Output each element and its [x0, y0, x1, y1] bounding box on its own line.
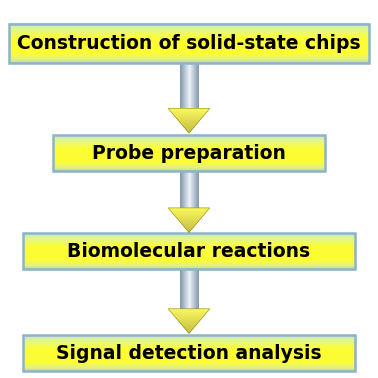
- Polygon shape: [171, 211, 207, 212]
- Polygon shape: [172, 313, 206, 314]
- Polygon shape: [168, 108, 210, 109]
- Polygon shape: [172, 113, 206, 114]
- Polygon shape: [184, 227, 194, 228]
- Polygon shape: [180, 123, 198, 124]
- Polygon shape: [177, 218, 201, 219]
- Polygon shape: [188, 332, 190, 333]
- Polygon shape: [180, 322, 198, 323]
- Polygon shape: [174, 115, 204, 116]
- Polygon shape: [181, 124, 197, 125]
- Polygon shape: [186, 330, 192, 331]
- Polygon shape: [180, 222, 198, 223]
- Polygon shape: [169, 209, 209, 210]
- Polygon shape: [187, 230, 191, 231]
- Polygon shape: [179, 220, 199, 221]
- Polygon shape: [176, 117, 202, 118]
- Polygon shape: [180, 221, 198, 222]
- Polygon shape: [178, 219, 200, 220]
- Polygon shape: [176, 118, 202, 119]
- Polygon shape: [181, 324, 197, 325]
- Polygon shape: [173, 314, 205, 315]
- Polygon shape: [185, 329, 193, 330]
- Polygon shape: [185, 128, 193, 129]
- Polygon shape: [177, 319, 201, 320]
- Polygon shape: [173, 114, 205, 115]
- Polygon shape: [175, 116, 203, 117]
- Polygon shape: [179, 321, 199, 322]
- Polygon shape: [186, 229, 192, 230]
- Polygon shape: [180, 323, 198, 324]
- Polygon shape: [183, 125, 195, 126]
- Polygon shape: [170, 210, 208, 211]
- Polygon shape: [168, 208, 210, 209]
- Polygon shape: [169, 310, 209, 311]
- Text: Biomolecular reactions: Biomolecular reactions: [67, 242, 311, 261]
- Polygon shape: [183, 326, 195, 327]
- Polygon shape: [168, 309, 210, 310]
- Polygon shape: [185, 328, 193, 329]
- Polygon shape: [172, 212, 206, 213]
- Text: Construction of solid-state chips: Construction of solid-state chips: [17, 34, 361, 53]
- Polygon shape: [187, 130, 191, 131]
- Polygon shape: [175, 216, 203, 217]
- Polygon shape: [188, 231, 190, 232]
- Polygon shape: [171, 112, 207, 113]
- Polygon shape: [184, 327, 194, 328]
- Polygon shape: [181, 223, 197, 224]
- Polygon shape: [175, 316, 203, 317]
- Polygon shape: [180, 122, 198, 123]
- Polygon shape: [170, 311, 208, 312]
- Polygon shape: [178, 320, 200, 321]
- Polygon shape: [182, 325, 196, 326]
- Polygon shape: [186, 129, 192, 130]
- Polygon shape: [175, 215, 203, 216]
- Polygon shape: [177, 119, 201, 120]
- Polygon shape: [175, 317, 203, 318]
- Polygon shape: [183, 126, 195, 127]
- Polygon shape: [178, 120, 200, 121]
- Polygon shape: [187, 131, 191, 132]
- Polygon shape: [172, 213, 206, 214]
- Polygon shape: [182, 224, 196, 225]
- Polygon shape: [174, 214, 204, 215]
- Polygon shape: [174, 315, 204, 316]
- Polygon shape: [170, 111, 208, 112]
- Polygon shape: [184, 226, 194, 227]
- Polygon shape: [183, 225, 195, 226]
- Polygon shape: [185, 228, 193, 229]
- Polygon shape: [169, 109, 209, 110]
- Text: Probe preparation: Probe preparation: [92, 144, 286, 163]
- Polygon shape: [184, 127, 194, 128]
- Polygon shape: [171, 312, 207, 313]
- Polygon shape: [176, 217, 202, 218]
- Polygon shape: [176, 318, 202, 319]
- Text: Signal detection analysis: Signal detection analysis: [56, 344, 322, 363]
- Polygon shape: [187, 331, 191, 332]
- Polygon shape: [179, 121, 199, 122]
- Polygon shape: [170, 110, 208, 111]
